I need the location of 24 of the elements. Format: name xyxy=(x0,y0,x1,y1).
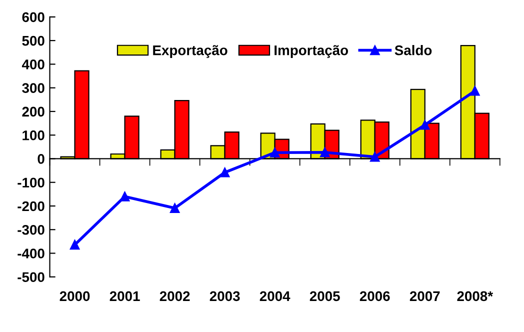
x-tick-label: 2002 xyxy=(160,291,190,302)
y-tick-label: -300 xyxy=(18,224,44,235)
legend-label: Saldo xyxy=(394,45,432,56)
y-tick-label: 200 xyxy=(22,106,44,117)
y-tick-label: 400 xyxy=(22,60,44,70)
y-tick-label: 0 xyxy=(38,154,44,164)
y-tick-label: -200 xyxy=(18,201,44,212)
x-tick-label: 2001 xyxy=(110,291,140,302)
x-tick-label: 2004 xyxy=(260,291,290,302)
y-tick-label: -100 xyxy=(18,178,44,188)
x-tick-label: 2007 xyxy=(410,291,440,302)
x-tick-label: 2000 xyxy=(60,291,90,302)
y-tick-label: 100 xyxy=(22,130,44,140)
x-tick-label: 2005 xyxy=(310,291,340,302)
y-tick-label: 600 xyxy=(22,12,44,22)
legend-label: Exportação xyxy=(153,45,228,58)
x-tick-label: 2008* xyxy=(457,291,494,302)
x-tick-label: 2006 xyxy=(360,291,390,302)
y-tick-label: -500 xyxy=(18,272,44,282)
y-tick-label: -400 xyxy=(18,248,44,258)
x-tick-label: 2003 xyxy=(210,291,240,302)
legend-label: Importação xyxy=(274,45,348,58)
y-tick-label: 500 xyxy=(22,36,44,46)
y-tick-label: 300 xyxy=(22,83,44,94)
